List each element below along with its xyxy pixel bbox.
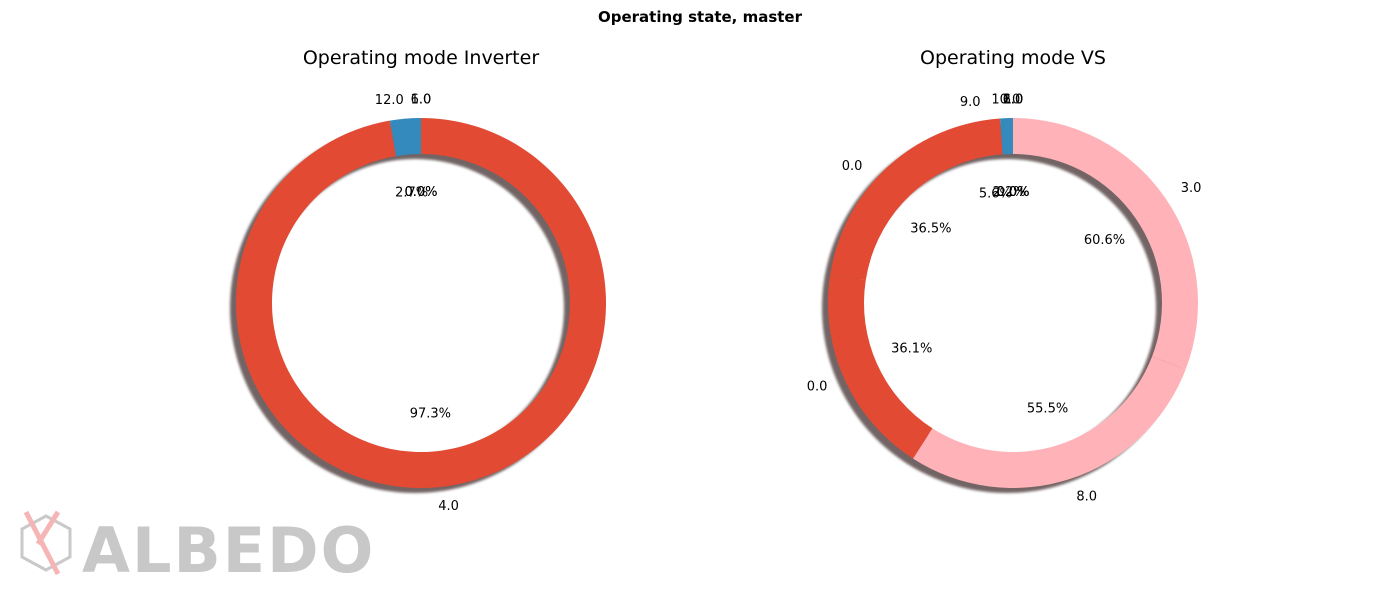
slice-label: 2.0 — [1003, 93, 1024, 108]
chart-title: Operating mode Inverter — [303, 47, 539, 69]
slice-label: 4.0 — [438, 499, 459, 514]
percent-label: 5.6% — [979, 186, 1012, 201]
pie-slice — [967, 118, 1003, 159]
percent-label: 55.5% — [1027, 401, 1068, 416]
logo-text: ALBEDO — [82, 514, 375, 587]
pie-slice — [999, 118, 1013, 155]
slice-label: 0.0 — [807, 380, 828, 395]
percent-label: 36.5% — [910, 221, 951, 236]
donut-chart-1: Operating mode Inverter1.00.0%6.00.0%12.… — [230, 47, 607, 514]
slice-label: 10.0 — [991, 93, 1020, 108]
slice-label: 3.0 — [1181, 181, 1202, 196]
percent-label: 0.0% — [996, 185, 1029, 200]
pie-slice — [236, 118, 607, 489]
percent-label: 0.0% — [996, 185, 1029, 200]
slice-label: 9.0 — [960, 95, 981, 110]
percent-label: 36.1% — [891, 342, 932, 357]
slice-label: 1.0 — [411, 93, 432, 108]
pie-slice — [827, 274, 933, 459]
percent-label: 0.0% — [404, 185, 437, 200]
percent-label: 60.6% — [1084, 233, 1125, 248]
pie-slice — [913, 356, 1186, 489]
hexagon-logo-icon — [20, 514, 72, 572]
donut-chart-2: Operating mode VS6.00.0%1.00.0%2.00.0%10… — [807, 47, 1202, 504]
percent-label: 0.0% — [996, 185, 1029, 200]
slice-label: 6.0 — [1003, 93, 1024, 108]
pie-slice — [1013, 118, 1198, 370]
percent-label: 0.0% — [404, 185, 437, 200]
pie-slice — [389, 118, 421, 157]
percent-label: 2.7% — [395, 185, 428, 200]
slice-label: 0.0 — [842, 159, 863, 174]
figure-suptitle: Operating state, master — [597, 8, 803, 26]
percent-label: 97.3% — [410, 407, 451, 422]
albedo-logo: ALBEDO — [20, 510, 375, 587]
slice-label: 6.0 — [411, 93, 432, 108]
slice-label: 12.0 — [375, 93, 404, 108]
check-mark-logo-icon — [23, 510, 61, 576]
pie-slice — [830, 123, 977, 281]
slice-label: 8.0 — [1076, 489, 1097, 504]
chart-title: Operating mode VS — [920, 47, 1106, 69]
slice-label: 1.0 — [1003, 93, 1024, 108]
percent-label: 2.2% — [993, 185, 1026, 200]
